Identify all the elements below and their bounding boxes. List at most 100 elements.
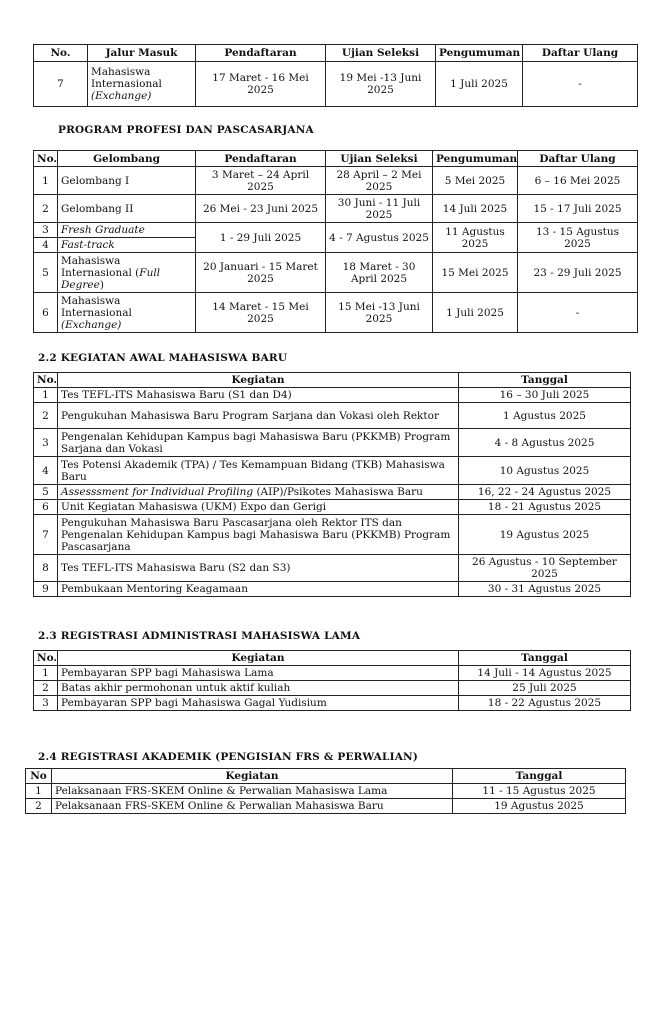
kegiatan-cell: Assesssment for Individual Profiling (AI… — [57, 484, 459, 500]
no-cell: 5 — [33, 484, 58, 500]
kegiatan-text: Unit Kegiatan Mahasiswa (UKM) Expo dan G… — [61, 501, 327, 513]
gelombang-cell: Mahasiswa Internasional (Exchange) — [57, 292, 196, 333]
pengumuman-cell: 1 Juli 2025 — [435, 61, 523, 107]
no-cell: 3 — [33, 222, 58, 238]
header-cell: No — [25, 768, 52, 784]
header-cell: Kegiatan — [57, 650, 459, 666]
no-cell: 1 — [33, 387, 58, 403]
table-row: 6 Unit Kegiatan Mahasiswa (UKM) Expo dan … — [33, 499, 631, 515]
header-cell: No. — [33, 650, 58, 666]
tanggal-cell: 19 Agustus 2025 — [452, 798, 626, 814]
table-row: 3 Fresh Graduate 1 - 29 Juli 2025 4 - 7 … — [33, 222, 638, 253]
section-title: 2.3 REGISTRASI ADMINISTRASI MAHASISWA LA… — [38, 630, 361, 642]
tanggal-cell: 26 Agustus - 10 September 2025 — [458, 554, 631, 582]
gelombang-text: Fast-track — [61, 239, 115, 251]
header-cell: Tanggal — [458, 372, 631, 388]
no-cell: 1 — [33, 665, 58, 681]
kegiatan-text: Tes Potensi Akademik (TPA) / Tes Kemampu… — [61, 458, 445, 483]
gelombang-cell: Fresh Graduate — [57, 222, 196, 238]
kegiatan-text: Pembukaan Mentoring Keagamaan — [61, 583, 248, 595]
table-row: 1 Pelaksanaan FRS-SKEM Online & Perwalian… — [25, 783, 626, 799]
table-row: 3 Pembayaran SPP bagi Mahasiswa Gagal Yud… — [33, 695, 631, 711]
gelombang-text: Fresh Graduate — [61, 224, 145, 236]
pendaftaran-cell: 1 - 29 Juli 2025 — [195, 222, 326, 253]
header-cell: Pendaftaran — [195, 150, 326, 167]
tanggal-cell: 16, 22 - 24 Agustus 2025 — [458, 484, 631, 500]
ujian-cell: 18 Maret - 30 April 2025 — [325, 252, 433, 293]
daftar-cell: 23 - 29 Juli 2025 — [517, 252, 638, 293]
kegiatan-cell: Unit Kegiatan Mahasiswa (UKM) Expo dan G… — [57, 499, 459, 515]
tanggal-cell: 19 Agustus 2025 — [458, 514, 631, 555]
ujian-cell: 15 Mei -13 Juni 2025 — [325, 292, 433, 333]
pendaftaran-cell: 17 Maret - 16 Mei 2025 — [195, 61, 326, 107]
daftar-cell: 13 - 15 Agustus 2025 — [517, 222, 638, 253]
header-cell: No. — [33, 372, 58, 388]
header-cell: Kegiatan — [57, 372, 459, 388]
gelombang-italic: Full Degree — [61, 266, 161, 291]
no-cell: 2 — [33, 194, 58, 223]
pengumuman-cell: 14 Juli 2025 — [432, 194, 518, 223]
section-title: PROGRAM PROFESI DAN PASCASARJANA — [58, 124, 314, 136]
table-row: 4 Tes Potensi Akademik (TPA) / Tes Kemamp… — [33, 456, 631, 485]
table-row: 5 Assesssment for Individual Profiling (A… — [33, 484, 631, 500]
gelombang-cell: Gelombang I — [57, 166, 196, 195]
no-cell: 6 — [33, 499, 58, 515]
header-cell: No. — [33, 150, 58, 167]
kegiatan-text: Pengenalan Kehidupan Kampus bagi Mahasis… — [61, 430, 451, 455]
kegiatan-cell: Pelaksanaan FRS-SKEM Online & Perwalian … — [51, 798, 453, 814]
no-cell: 2 — [33, 680, 58, 696]
ujian-cell: 28 April – 2 Mei 2025 — [325, 166, 433, 195]
header-cell: Daftar Ulang — [517, 150, 638, 167]
daftar-cell: - — [517, 292, 638, 333]
header-cell: Ujian Seleksi — [325, 150, 433, 167]
jalur-text: Mahasiswa Internasional — [91, 66, 162, 90]
gelombang-text: Mahasiswa Internasional — [61, 294, 132, 319]
no-cell: 3 — [33, 428, 58, 457]
no-cell: 4 — [33, 456, 58, 485]
table-row: 6 Mahasiswa Internasional (Exchange) 14 M… — [33, 292, 638, 333]
registrasi-lama-table: No. Kegiatan Tanggal 1 Pembayaran SPP bagi M… — [33, 650, 631, 711]
daftar-cell: 15 - 17 Juli 2025 — [517, 194, 638, 223]
tanggal-cell: 11 - 15 Agustus 2025 — [452, 783, 626, 799]
header-cell: Daftar Ulang — [522, 44, 638, 62]
gelombang-italic: (Exchange) — [61, 318, 122, 331]
table-row: 1 Gelombang I 3 Maret – 24 April 2025 28… — [33, 166, 638, 195]
table-row: 2 Batas akhir permohonan untuk aktif kuli… — [33, 680, 631, 696]
table-row: 1 Tes TEFL-ITS Mahasiswa Baru (S1 dan D4)… — [33, 387, 631, 403]
no-cell: 5 — [33, 252, 58, 293]
header-cell: No. — [33, 44, 88, 62]
no-cell: 7 — [33, 61, 88, 107]
gelombang-text: Mahasiswa Internasional ( — [61, 254, 140, 279]
section-title: 2.4 REGISTRASI AKADEMIK (PENGISIAN FRS &… — [38, 751, 419, 763]
gelombang-cell: Gelombang II — [57, 194, 196, 223]
no-cell: 7 — [33, 514, 58, 555]
table-header: No Kegiatan Tanggal — [25, 768, 626, 784]
header-cell: Tanggal — [458, 650, 631, 666]
tanggal-cell: 10 Agustus 2025 — [458, 456, 631, 485]
no-cell: 6 — [33, 292, 58, 333]
pendaftaran-cell: 3 Maret – 24 April 2025 — [195, 166, 326, 195]
pengumuman-cell: 1 Juli 2025 — [432, 292, 518, 333]
kegiatan-text: Pembayaran SPP bagi Mahasiswa Gagal Yudi… — [61, 697, 327, 709]
kegiatan-cell: Pelaksanaan FRS-SKEM Online & Perwalian … — [51, 783, 453, 799]
kegiatan-cell: Tes TEFL-ITS Mahasiswa Baru (S1 dan D4) — [57, 387, 459, 403]
table-row: 5 Mahasiswa Internasional (Full Degree) … — [33, 252, 638, 293]
table-header: No. Gelombang Pendaftaran Ujian Seleksi … — [33, 150, 638, 167]
tanggal-cell: 30 - 31 Agustus 2025 — [458, 581, 631, 597]
kegiatan-text: Tes TEFL-ITS Mahasiswa Baru (S1 dan D4) — [61, 389, 292, 401]
kegiatan-text: (AIP)/Psikotes Mahasiswa Baru — [253, 486, 423, 498]
kegiatan-text: Pengukuhan Mahasiswa Baru Program Sarjan… — [61, 409, 439, 422]
jalur-italic: (Exchange) — [91, 90, 152, 102]
header-cell: Ujian Seleksi — [325, 44, 436, 62]
pengumuman-cell: 5 Mei 2025 — [432, 166, 518, 195]
no-cell: 1 — [33, 166, 58, 195]
pendaftaran-cell: 14 Maret - 15 Mei 2025 — [195, 292, 326, 333]
daftar-cell: - — [522, 61, 638, 107]
header-cell: Pengumuman — [432, 150, 518, 167]
kegiatan-cell: Pembayaran SPP bagi Mahasiswa Lama — [57, 665, 459, 681]
header-cell: Jalur Masuk — [87, 44, 196, 62]
profesi-table: No. Gelombang Pendaftaran Ujian Seleksi … — [33, 150, 638, 333]
table-row: 2 Gelombang II 26 Mei - 23 Juni 2025 30 … — [33, 194, 638, 223]
no-cell: 3 — [33, 695, 58, 711]
kegiatan-text: Pelaksanaan FRS-SKEM Online & Perwalian … — [55, 785, 388, 797]
